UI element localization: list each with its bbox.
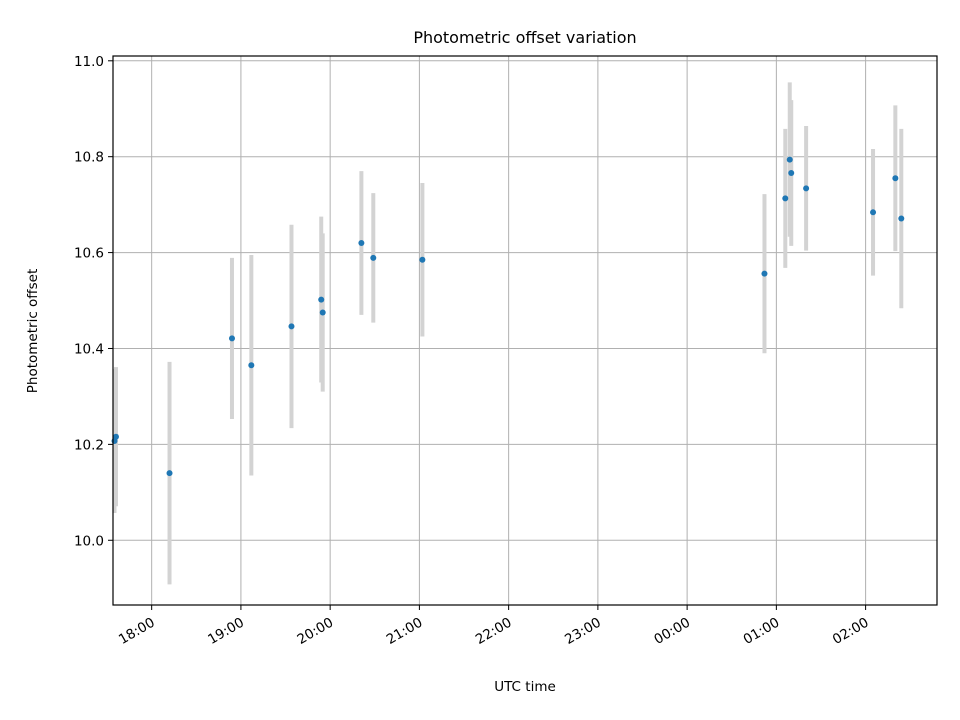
data-point (419, 256, 426, 263)
chart-title: Photometric offset variation (413, 28, 636, 47)
data-point (318, 296, 325, 303)
data-point (788, 169, 795, 176)
data-point (112, 433, 119, 440)
data-point (892, 175, 899, 182)
data-point (370, 254, 377, 261)
data-point (786, 156, 793, 163)
data-point (248, 362, 255, 369)
data-point (166, 470, 173, 477)
x-axis-label: UTC time (494, 679, 556, 695)
y-tick-label: 10.6 (74, 246, 104, 262)
y-tick-label: 11.0 (74, 54, 104, 70)
data-point (761, 270, 768, 277)
y-axis-label: Photometric offset (25, 269, 41, 393)
data-point (319, 309, 326, 316)
data-point (782, 195, 789, 202)
y-tick-label: 10.0 (74, 533, 104, 549)
data-point (803, 185, 810, 192)
data-point (228, 335, 235, 342)
y-axis-ticks: 10.0 10.2 10.4 10.6 10.8 11.0 (74, 54, 113, 549)
data-point (288, 323, 295, 330)
y-tick-label: 10.8 (74, 150, 104, 166)
data-point (898, 215, 905, 222)
data-point (870, 209, 877, 216)
y-tick-label: 10.2 (74, 437, 104, 453)
data-point (358, 239, 365, 246)
data-points (111, 156, 905, 477)
y-tick-label: 10.4 (74, 341, 104, 357)
plot-frame (112, 55, 938, 606)
